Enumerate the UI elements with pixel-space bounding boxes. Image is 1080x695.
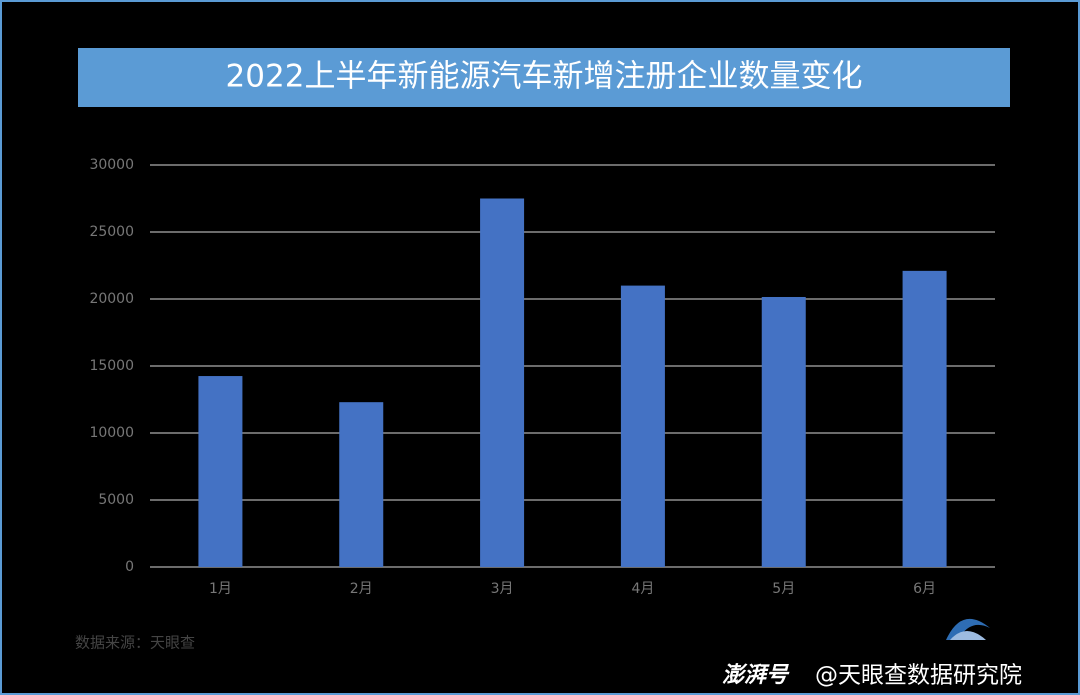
bar (620, 285, 665, 567)
bar (198, 376, 243, 567)
x-tick-label: 5月 (772, 581, 795, 597)
y-tick-label: 30000 (89, 157, 134, 173)
chart-title: 2022上半年新能源汽车新增注册企业数量变化 (226, 59, 863, 95)
y-tick-label: 5000 (98, 492, 134, 508)
title-banner (78, 48, 1010, 107)
x-tick-label: 3月 (491, 581, 514, 597)
watermark-account: @天眼查数据研究院 (815, 663, 1022, 689)
y-tick-label: 15000 (89, 358, 134, 374)
y-tick-label: 20000 (89, 291, 134, 307)
logo (946, 618, 990, 640)
watermark-platform: 澎湃号 (722, 663, 790, 688)
bar (480, 198, 525, 567)
bar (902, 270, 947, 567)
x-tick-label: 1月 (209, 581, 232, 597)
y-tick-label: 0 (125, 559, 134, 575)
x-tick-label: 6月 (913, 581, 936, 597)
source-note: 数据来源：天眼查 (75, 634, 195, 652)
y-tick-label: 10000 (89, 425, 134, 441)
x-tick-label: 4月 (631, 581, 654, 597)
bar (761, 296, 806, 567)
y-tick-label: 25000 (89, 224, 134, 240)
bar (339, 402, 384, 567)
x-tick-label: 2月 (350, 581, 373, 597)
